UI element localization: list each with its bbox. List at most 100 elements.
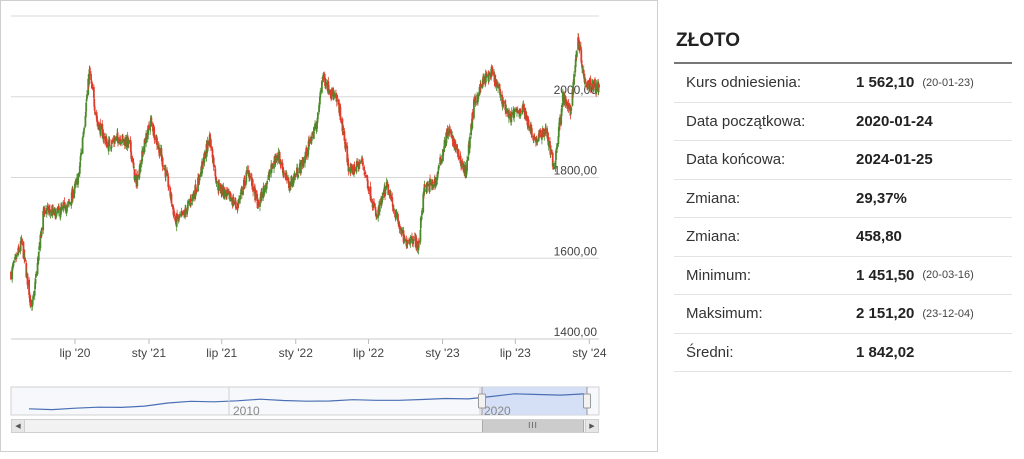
candle-body (350, 165, 353, 168)
candle-body (406, 241, 409, 244)
candle-body (88, 73, 90, 85)
candle-body (567, 103, 570, 109)
candle-body (94, 112, 97, 114)
candle-body (418, 241, 421, 244)
candle-body (580, 60, 583, 64)
candle-body (88, 67, 91, 75)
candle-body (119, 138, 122, 143)
candle-body (232, 196, 235, 205)
candle-body (358, 163, 361, 169)
candle-body (353, 164, 356, 171)
navigator-handle-left[interactable] (478, 393, 486, 409)
candle-body (103, 133, 105, 136)
candle-body (574, 65, 577, 73)
candle-body (189, 198, 192, 204)
candle-body (195, 191, 197, 195)
candle-body (446, 128, 449, 136)
candle-body (55, 211, 57, 218)
candle-body (384, 186, 387, 195)
candle-body (449, 129, 452, 133)
candle-body (77, 173, 80, 177)
candle-body (481, 83, 484, 87)
candle-body (332, 88, 335, 95)
candle-body (401, 230, 404, 234)
candle-body (85, 102, 88, 112)
candle-body (152, 123, 154, 132)
candle-body (466, 160, 468, 171)
candle-body (345, 143, 347, 147)
candle-body (417, 241, 420, 251)
candle-body (499, 89, 501, 96)
candle-body (122, 138, 125, 141)
candle-body (502, 102, 505, 104)
candle-body (374, 207, 377, 210)
candle-body (84, 111, 87, 118)
candle-body (467, 144, 470, 156)
candle-body (443, 139, 446, 149)
candle-body (239, 192, 242, 195)
candle-body (177, 220, 180, 221)
candle-body (307, 141, 310, 151)
candle-body (193, 194, 195, 199)
candle-body (59, 213, 62, 218)
candle-body (221, 184, 224, 194)
candle-body (329, 89, 332, 95)
candle-body (584, 78, 587, 83)
candle-body (594, 78, 596, 86)
candle-body (370, 198, 373, 203)
candle-body (168, 186, 171, 188)
info-label: Maksimum: (686, 305, 763, 323)
scroll-right-arrow-icon[interactable]: ▶ (585, 419, 599, 433)
candle-body (201, 160, 204, 164)
candle-body (68, 201, 71, 203)
candle-body (415, 238, 418, 249)
info-date: (23-12-04) (922, 307, 974, 320)
candle-body (277, 151, 280, 161)
x-tick-label: lip '21 (206, 346, 237, 360)
candle-body (581, 64, 584, 69)
candle-body (96, 118, 98, 122)
candle-body (590, 86, 592, 88)
navigator-scrollbar[interactable]: ◀ III ▶ (11, 419, 599, 433)
candle-body (26, 273, 29, 285)
navigator-selection[interactable] (482, 387, 587, 415)
candle-body (245, 172, 248, 183)
candle-body (386, 181, 389, 187)
scroll-left-arrow-icon[interactable]: ◀ (11, 419, 25, 433)
candle-body (263, 188, 266, 195)
candle-body (467, 156, 470, 161)
candle-body (296, 168, 299, 176)
candle-body (339, 104, 341, 108)
candle-body (46, 207, 49, 211)
candle-body (117, 136, 119, 144)
navigator-handle-right[interactable] (583, 393, 591, 409)
candle-body (211, 149, 214, 158)
candle-body (60, 206, 63, 210)
candle-body (496, 81, 499, 85)
candle-body (166, 174, 169, 177)
candle-body (292, 176, 295, 184)
candle-body (113, 139, 116, 143)
scrollbar-thumb[interactable]: III (482, 420, 584, 432)
candle-body (556, 143, 559, 149)
candle-body (191, 194, 194, 202)
candle-body (34, 282, 37, 290)
navigator-chart[interactable]: 2010 2020 (1, 381, 657, 417)
candle-body (318, 96, 321, 105)
info-label: Data końcowa: (686, 151, 786, 169)
candle-body (477, 95, 480, 100)
candle-body (251, 179, 254, 188)
candle-body (199, 171, 202, 176)
candle-body (162, 165, 164, 168)
info-row-start-date: Data początkowa: 2020-01-24 (674, 103, 1012, 141)
candle-body (575, 51, 578, 57)
candle-body (197, 177, 199, 192)
info-row-reference-price: Kurs odniesienia: 1 562,10 (20-01-23) (674, 64, 1012, 103)
candle-body (121, 134, 124, 142)
candle-body (409, 237, 412, 243)
candle-body (42, 211, 45, 215)
candle-body (93, 106, 96, 111)
candle-body (132, 162, 135, 168)
candle-body (37, 251, 40, 261)
